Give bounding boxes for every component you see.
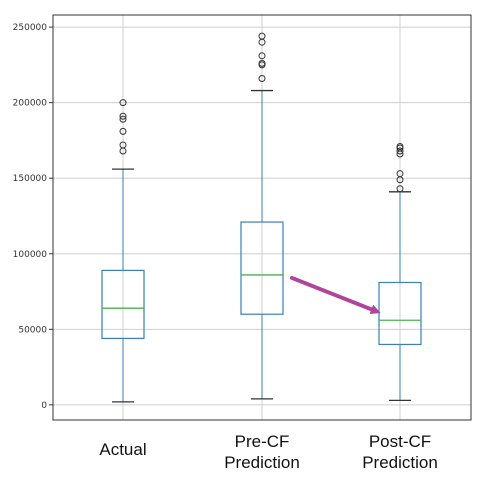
outlier-point [258,32,266,40]
x-category-label-line: Pre-CF [235,432,290,451]
x-axis: Actual Pre-CF Prediction Post-CF Prediction [99,432,437,472]
y-tick-label: 250000 [13,23,48,33]
iqr-box [101,269,145,339]
x-category-label-line: Prediction [362,453,438,472]
outlier-point [396,185,404,193]
outlier-point [119,115,127,123]
outlier-point [396,147,404,155]
outlier-point [396,142,404,150]
x-category-label: Actual [99,440,146,459]
outlier-point [119,127,127,135]
plot-area-frame [52,14,472,421]
trend-arrow [290,275,381,315]
y-axis: 0 50000 100000 150000 200000 250000 [13,23,53,411]
x-category-label-line: Prediction [224,453,300,472]
outlier-point [119,112,127,120]
y-tick-label: 200000 [13,99,48,109]
y-tick-label: 0 [41,401,47,411]
box-series [101,32,422,403]
y-tick-label: 50000 [18,325,47,335]
box-group [101,99,145,403]
y-tick-label: 150000 [13,174,48,184]
x-category-label: Pre-CF Prediction [224,432,300,472]
annotations [290,275,381,315]
x-category-label-line: Post-CF [369,432,431,451]
x-category-label: Post-CF Prediction [362,432,438,472]
outlier-point [119,141,127,149]
outlier-point [258,74,266,82]
outlier-point [396,170,404,178]
outlier-point [258,59,266,67]
box-group [240,32,284,400]
outlier-point [119,99,127,107]
y-tick-label: 100000 [13,250,48,260]
iqr-box [240,221,284,315]
outlier-point [258,52,266,60]
x-category-label-line: Actual [99,440,146,459]
